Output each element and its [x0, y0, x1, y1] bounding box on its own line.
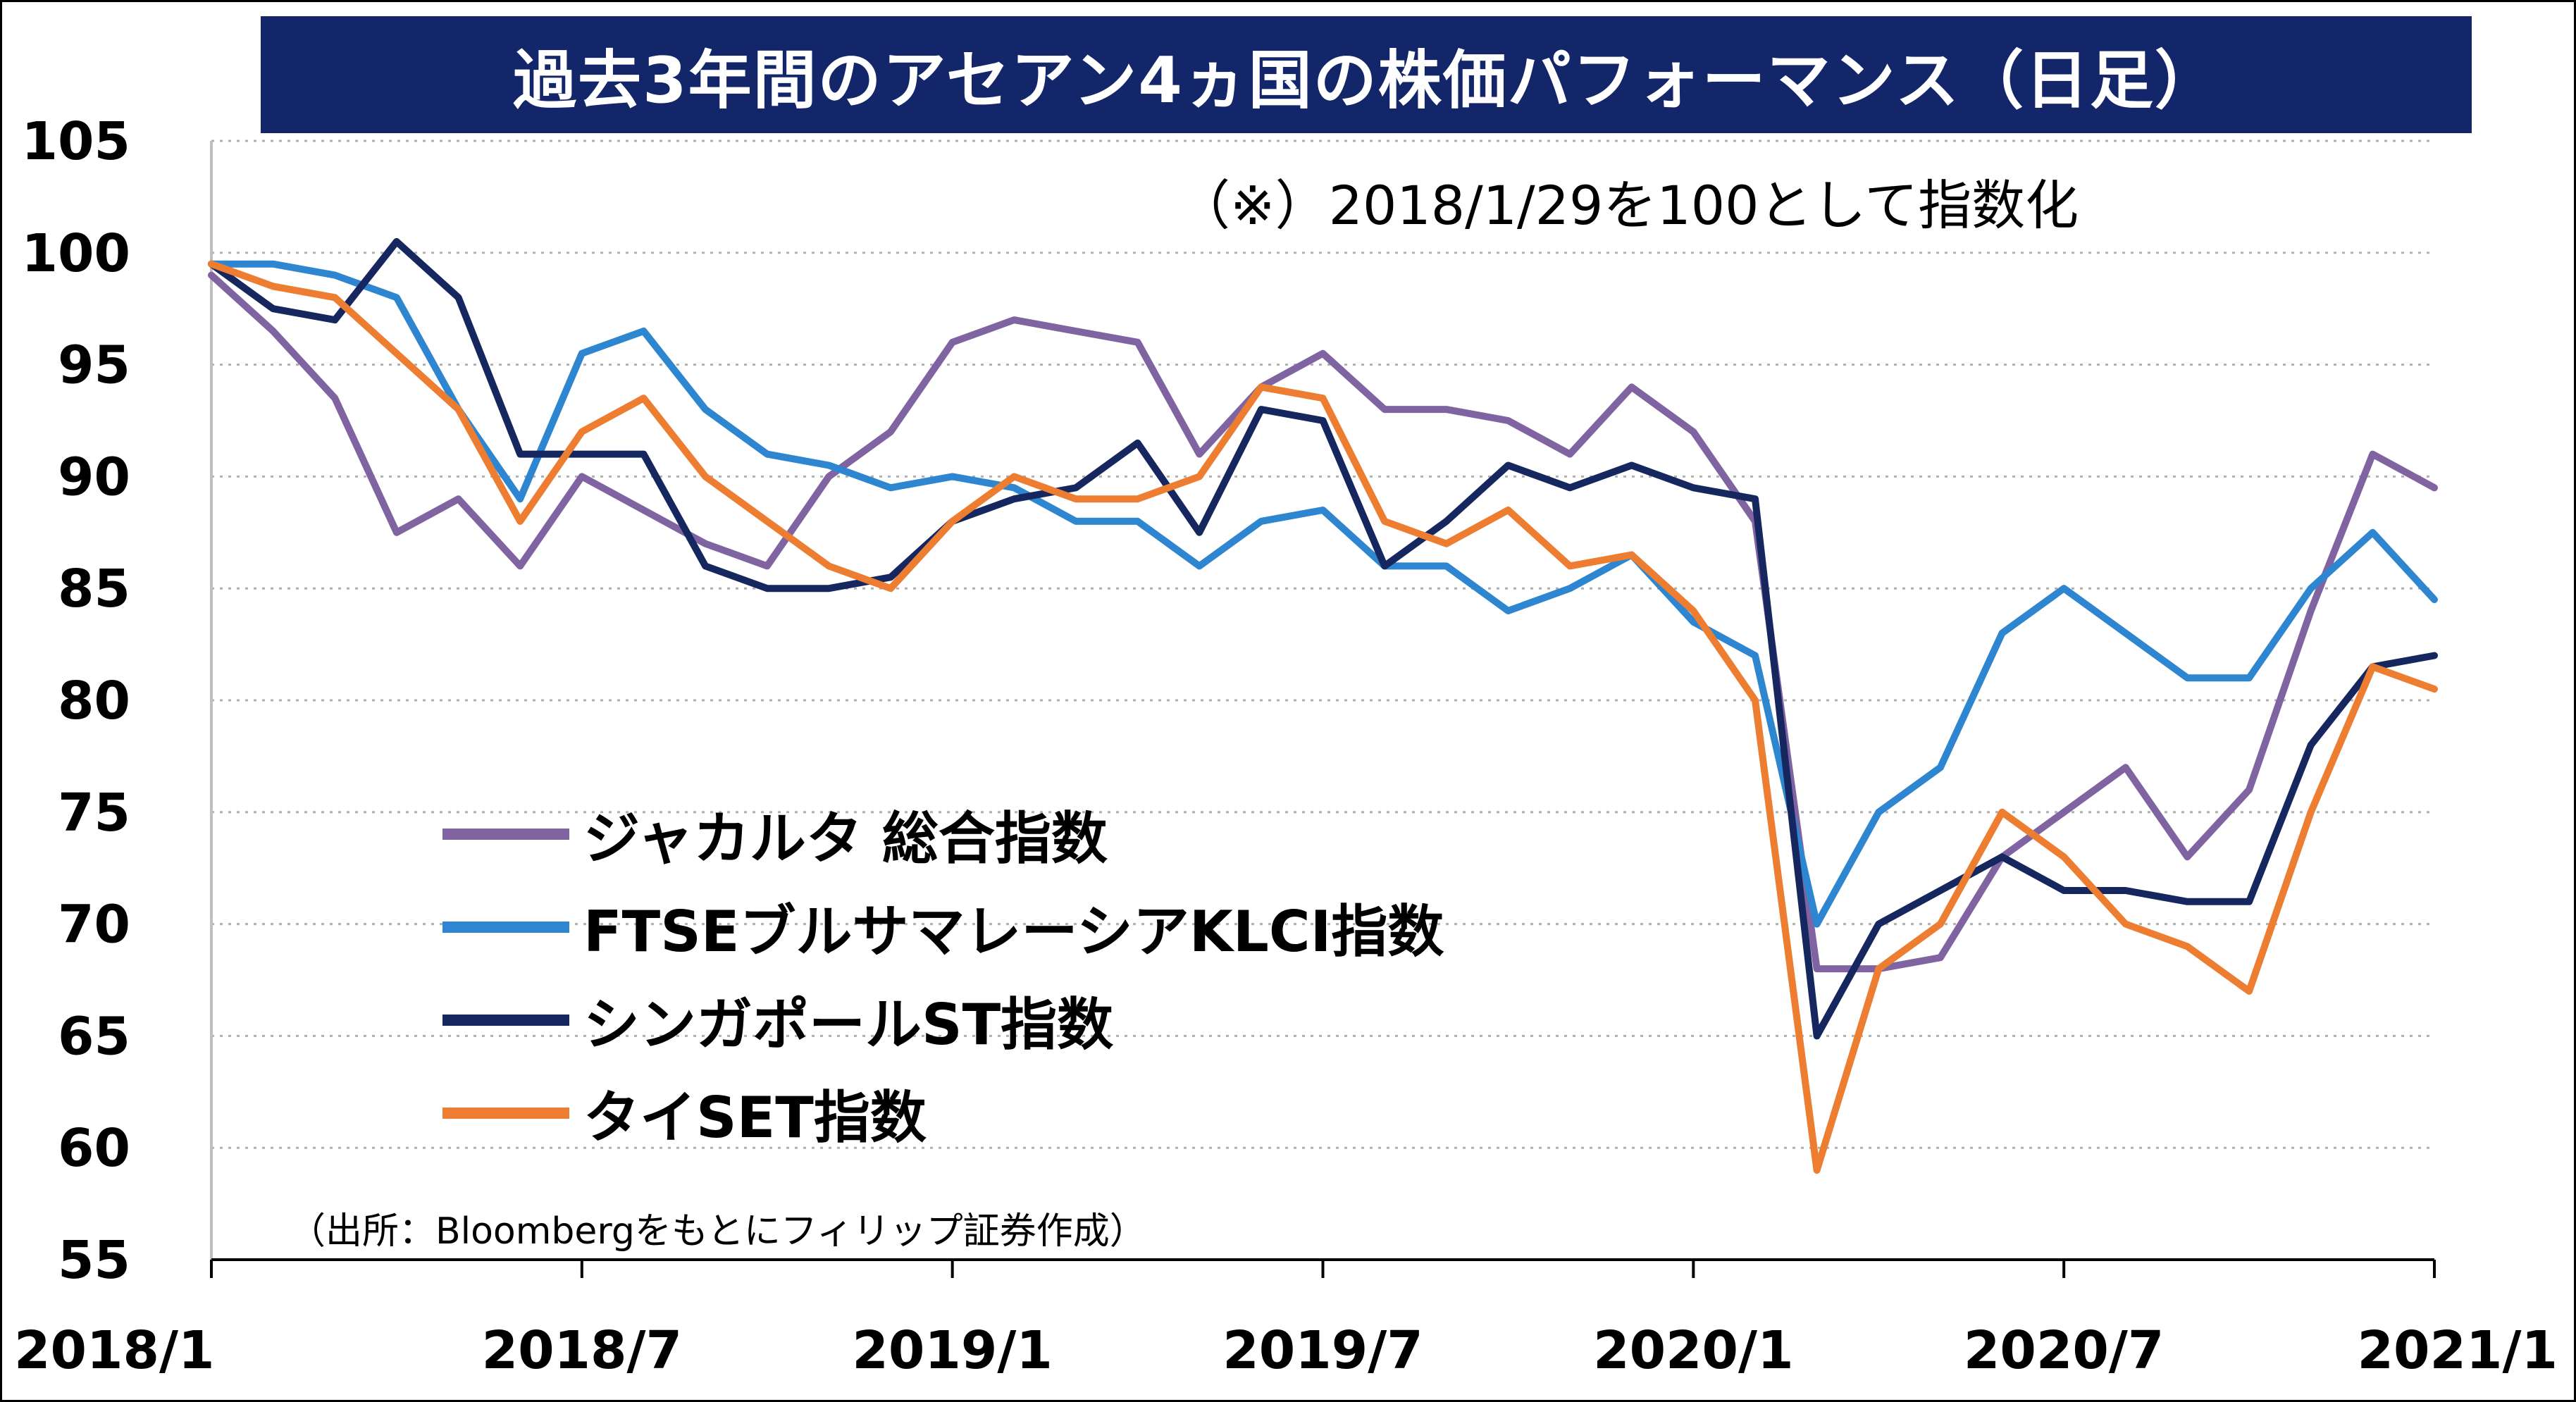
- legend-label-set: タイSET指数: [583, 1085, 927, 1150]
- y-tick-label: 100: [22, 223, 130, 284]
- legend: ジャカルタ 総合指数 FTSEブルサマレーシアKLCI指数 シンガポールST指数…: [442, 788, 1444, 1160]
- legend-label-klci: FTSEブルサマレーシアKLCI指数: [583, 899, 1444, 964]
- legend-label-jakarta: ジャカルタ 総合指数: [583, 806, 1108, 871]
- legend-item-sti: シンガポールST指数: [442, 974, 1444, 1067]
- x-tick-label: 2018/7: [482, 1320, 682, 1381]
- x-tick-label: 2020/7: [1964, 1320, 2164, 1381]
- chart-title-banner: 過去3年間のアセアン4ヵ国の株価パフォーマンス（日足）: [261, 16, 2472, 133]
- series-line-2: [208, 237, 2438, 1040]
- axes: [210, 141, 2436, 1278]
- y-tick-label: 60: [58, 1118, 130, 1179]
- legend-label-sti: シンガポールST指数: [583, 992, 1114, 1057]
- x-tick-label: 2019/7: [1222, 1320, 1423, 1381]
- x-tick-labels: 2018/1 2018/7 2019/1 2019/7 2020/1 2020/7 2021…: [14, 1320, 2558, 1381]
- legend-item-jakarta: ジャカルタ 総合指数: [442, 788, 1444, 881]
- y-tick-label: 90: [58, 447, 130, 507]
- chart-note: （※）2018/1/29を100として指数化: [1177, 174, 2079, 237]
- chart-source: （出所：Bloombergをもとにフィリップ証券作成）: [289, 1210, 1146, 1253]
- series-line-1: [208, 260, 2438, 928]
- series-lines: [208, 237, 2438, 1174]
- legend-swatch-set: [442, 1108, 569, 1119]
- x-tick-label: 2018/1: [14, 1320, 214, 1381]
- legend-item-klci: FTSEブルサマレーシアKLCI指数: [442, 881, 1444, 974]
- y-tick-labels: 105 100 95 90 85 80 75 70 65 60 55: [22, 111, 130, 1291]
- x-tick-label: 2021/1: [2358, 1320, 2558, 1381]
- y-tick-label: 75: [58, 783, 130, 843]
- y-tick-label: 85: [58, 559, 130, 619]
- legend-item-set: タイSET指数: [442, 1067, 1444, 1160]
- x-tick-label: 2019/1: [852, 1320, 1052, 1381]
- y-tick-label: 65: [58, 1006, 130, 1067]
- y-tick-label: 105: [22, 111, 130, 172]
- y-tick-label: 70: [58, 895, 130, 955]
- legend-swatch-jakarta: [442, 829, 569, 840]
- series-line-3: [208, 260, 2438, 1174]
- y-tick-label: 80: [58, 671, 130, 731]
- x-tick-label: 2020/1: [1593, 1320, 1793, 1381]
- chart-title: 過去3年間のアセアン4ヵ国の株価パフォーマンス（日足）: [512, 44, 2220, 118]
- series-line-0: [208, 271, 2438, 973]
- legend-swatch-sti: [442, 1015, 569, 1026]
- y-tick-label: 95: [58, 335, 130, 396]
- y-tick-label: 55: [58, 1230, 130, 1291]
- legend-swatch-klci: [442, 922, 569, 933]
